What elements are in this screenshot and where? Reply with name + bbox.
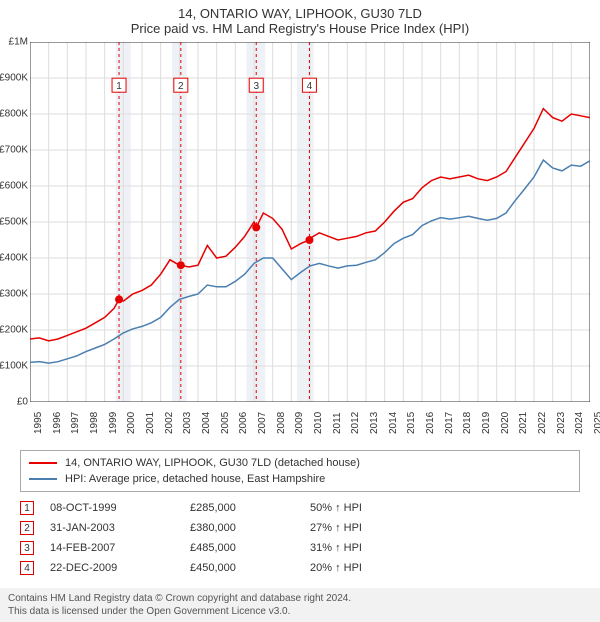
transaction-pct: 20% ↑ HPI [310, 562, 362, 574]
y-tick-label: £400K [0, 253, 28, 264]
x-tick-label: 2003 [182, 412, 193, 434]
x-tick-label: 2004 [201, 412, 212, 434]
transaction-row: 1 08-OCT-1999£285,00050% ↑ HPI [20, 498, 580, 518]
svg-text:4: 4 [307, 81, 313, 92]
x-tick-label: 1997 [70, 412, 81, 434]
transaction-pct: 50% ↑ HPI [310, 502, 362, 514]
transaction-date: 14-FEB-2007 [50, 542, 190, 554]
x-tick-label: 2010 [313, 412, 324, 434]
y-axis-labels: £0£100K£200K£300K£400K£500K£600K£700K£80… [2, 42, 30, 402]
transactions-table: 1 08-OCT-1999£285,00050% ↑ HPI 2 31-JAN-200… [20, 498, 580, 578]
transaction-date: 22-DEC-2009 [50, 562, 190, 574]
title-line-1: 14, ONTARIO WAY, LIPHOOK, GU30 7LD [0, 6, 600, 21]
x-tick-label: 1999 [108, 412, 119, 434]
y-tick-label: £300K [0, 289, 28, 300]
transaction-date: 08-OCT-1999 [50, 502, 190, 514]
x-tick-label: 2002 [164, 412, 175, 434]
x-axis-labels: 1995 1996 1997 1998 1999 2000 2001 2002 2003 2004… [30, 402, 590, 442]
svg-text:1: 1 [116, 81, 122, 92]
x-tick-label: 2009 [294, 412, 305, 434]
transaction-pct: 27% ↑ HPI [310, 522, 362, 534]
x-tick-label: 2020 [500, 412, 511, 434]
x-tick-label: 2000 [126, 412, 137, 434]
footer-line-2: This data is licensed under the Open Gov… [8, 605, 592, 618]
legend-label: 14, ONTARIO WAY, LIPHOOK, GU30 7LD (deta… [65, 457, 360, 469]
transaction-price: £285,000 [190, 502, 310, 514]
footer-attribution: Contains HM Land Registry data © Crown c… [0, 588, 600, 622]
chart-area: £0£100K£200K£300K£400K£500K£600K£700K£80… [30, 42, 590, 402]
x-tick-label: 2013 [369, 412, 380, 434]
transaction-date: 31-JAN-2003 [50, 522, 190, 534]
y-tick-label: £0 [17, 397, 28, 408]
x-tick-label: 1995 [33, 412, 44, 434]
x-tick-label: 1996 [52, 412, 63, 434]
transaction-row: 3 14-FEB-2007£485,00031% ↑ HPI [20, 538, 580, 558]
legend-swatch [29, 462, 57, 464]
x-tick-label: 2022 [537, 412, 548, 434]
x-tick-label: 2016 [425, 412, 436, 434]
transaction-price: £380,000 [190, 522, 310, 534]
y-tick-label: £500K [0, 217, 28, 228]
x-tick-label: 2021 [518, 412, 529, 434]
x-tick-label: 2006 [238, 412, 249, 434]
legend-row: 14, ONTARIO WAY, LIPHOOK, GU30 7LD (deta… [29, 455, 571, 471]
transaction-marker: 3 [20, 541, 34, 555]
chart-svg: 1 2 3 4 [30, 42, 590, 402]
legend-swatch [29, 478, 57, 480]
y-tick-label: £200K [0, 325, 28, 336]
x-tick-label: 1998 [89, 412, 100, 434]
svg-text:3: 3 [253, 81, 259, 92]
x-tick-label: 2008 [276, 412, 287, 434]
x-tick-label: 2015 [406, 412, 417, 434]
transaction-pct: 31% ↑ HPI [310, 542, 362, 554]
x-tick-label: 2017 [444, 412, 455, 434]
title-line-2: Price paid vs. HM Land Registry's House … [0, 21, 600, 36]
svg-text:2: 2 [178, 81, 184, 92]
transaction-row: 4 22-DEC-2009£450,00020% ↑ HPI [20, 558, 580, 578]
transaction-marker: 2 [20, 521, 34, 535]
x-tick-label: 2005 [220, 412, 231, 434]
transaction-marker: 1 [20, 501, 34, 515]
legend-row: HPI: Average price, detached house, East… [29, 471, 571, 487]
y-tick-label: £1M [9, 37, 28, 48]
y-tick-label: £800K [0, 109, 28, 120]
x-tick-label: 2019 [481, 412, 492, 434]
x-tick-label: 2024 [574, 412, 585, 434]
y-tick-label: £100K [0, 361, 28, 372]
x-tick-label: 2007 [257, 412, 268, 434]
transaction-marker: 4 [20, 561, 34, 575]
x-tick-label: 2012 [350, 412, 361, 434]
legend: 14, ONTARIO WAY, LIPHOOK, GU30 7LD (deta… [20, 450, 580, 492]
x-tick-label: 2001 [145, 412, 156, 434]
legend-label: HPI: Average price, detached house, East… [65, 473, 325, 485]
x-tick-label: 2023 [556, 412, 567, 434]
x-tick-label: 2014 [388, 412, 399, 434]
title-block: 14, ONTARIO WAY, LIPHOOK, GU30 7LD Price… [0, 0, 600, 36]
transaction-row: 2 31-JAN-2003£380,00027% ↑ HPI [20, 518, 580, 538]
chart-container: 14, ONTARIO WAY, LIPHOOK, GU30 7LD Price… [0, 0, 600, 620]
y-tick-label: £700K [0, 145, 28, 156]
x-tick-label: 2018 [462, 412, 473, 434]
transaction-price: £485,000 [190, 542, 310, 554]
y-tick-label: £600K [0, 181, 28, 192]
x-tick-label: 2011 [332, 412, 343, 434]
transaction-price: £450,000 [190, 562, 310, 574]
footer-line-1: Contains HM Land Registry data © Crown c… [8, 592, 592, 605]
x-tick-label: 2025 [593, 412, 600, 434]
y-tick-label: £900K [0, 73, 28, 84]
